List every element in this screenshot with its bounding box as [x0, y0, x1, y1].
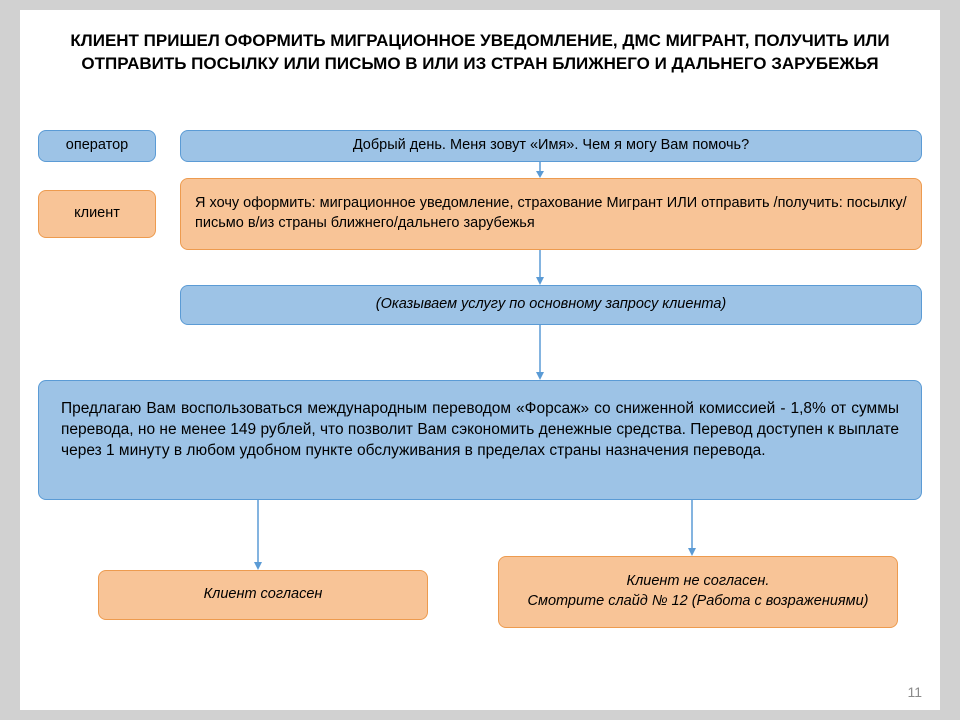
client-label-box: клиент [38, 190, 156, 238]
agree-box: Клиент согласен [98, 570, 428, 620]
operator-speech-box: Добрый день. Меня зовут «Имя». Чем я мог… [180, 130, 922, 162]
arrow-3 [536, 325, 544, 380]
operator-label-text: оператор [66, 136, 128, 156]
client-speech-text: Я хочу оформить: миграционное уведомлени… [195, 194, 907, 233]
client-label-text: клиент [74, 204, 120, 224]
agree-text: Клиент согласен [204, 585, 323, 605]
service-text: (Оказываем услугу по основному запросу к… [376, 295, 726, 315]
operator-speech-text: Добрый день. Меня зовут «Имя». Чем я мог… [353, 136, 749, 156]
slide: КЛИЕНТ ПРИШЕЛ ОФОРМИТЬ МИГРАЦИОННОЕ УВЕД… [20, 10, 940, 710]
disagree-text: Клиент не согласен. Смотрите слайд № 12 … [528, 572, 869, 611]
arrow-5-right [688, 500, 696, 556]
arrow-2 [536, 250, 544, 285]
operator-label-box: оператор [38, 130, 156, 162]
client-speech-box: Я хочу оформить: миграционное уведомлени… [180, 178, 922, 250]
service-box: (Оказываем услугу по основному запросу к… [180, 285, 922, 325]
arrow-1 [536, 162, 544, 178]
slide-title: КЛИЕНТ ПРИШЕЛ ОФОРМИТЬ МИГРАЦИОННОЕ УВЕД… [40, 30, 920, 76]
page-number: 11 [907, 684, 922, 700]
offer-box: Предлагаю Вам воспользоваться международ… [38, 380, 922, 500]
disagree-box: Клиент не согласен. Смотрите слайд № 12 … [498, 556, 898, 628]
offer-text: Предлагаю Вам воспользоваться международ… [61, 399, 899, 462]
arrow-4-left [254, 500, 262, 570]
